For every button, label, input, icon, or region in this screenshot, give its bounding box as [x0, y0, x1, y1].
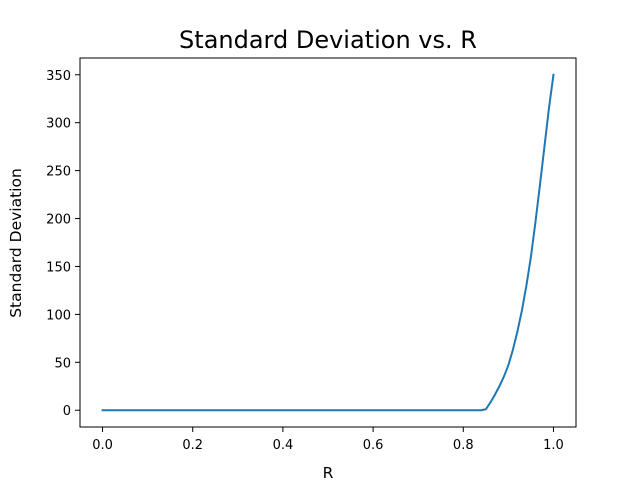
y-tick-label: 0 — [63, 404, 71, 419]
y-tick-label: 300 — [46, 117, 71, 132]
x-tick-label: 0.8 — [453, 438, 474, 453]
y-tick-label: 100 — [46, 308, 71, 323]
y-tick-label: 200 — [46, 213, 71, 228]
y-axis: 0 50 100 150 200 250 300 350 — [46, 69, 80, 419]
x-tick-label: 0.2 — [182, 438, 203, 453]
y-tick-label: 350 — [46, 69, 71, 84]
x-tick-label: 0.6 — [363, 438, 384, 453]
x-tick-label: 1.0 — [543, 438, 564, 453]
y-tick-label: 50 — [54, 356, 71, 371]
x-tick-label: 0.4 — [273, 438, 294, 453]
axes-frame — [79, 57, 577, 428]
y-axis-label: Standard Deviation — [7, 168, 25, 318]
x-axis: 0.0 0.2 0.4 0.6 0.8 1.0 — [92, 427, 564, 453]
x-axis-label: R — [323, 464, 334, 480]
x-tick-label: 0.0 — [92, 438, 113, 453]
chart-title: Standard Deviation vs. R — [179, 26, 477, 54]
y-tick-label: 150 — [46, 260, 71, 275]
series-line-0 — [101, 73, 555, 412]
plot-area — [79, 57, 577, 428]
y-tick-label: 250 — [46, 165, 71, 180]
